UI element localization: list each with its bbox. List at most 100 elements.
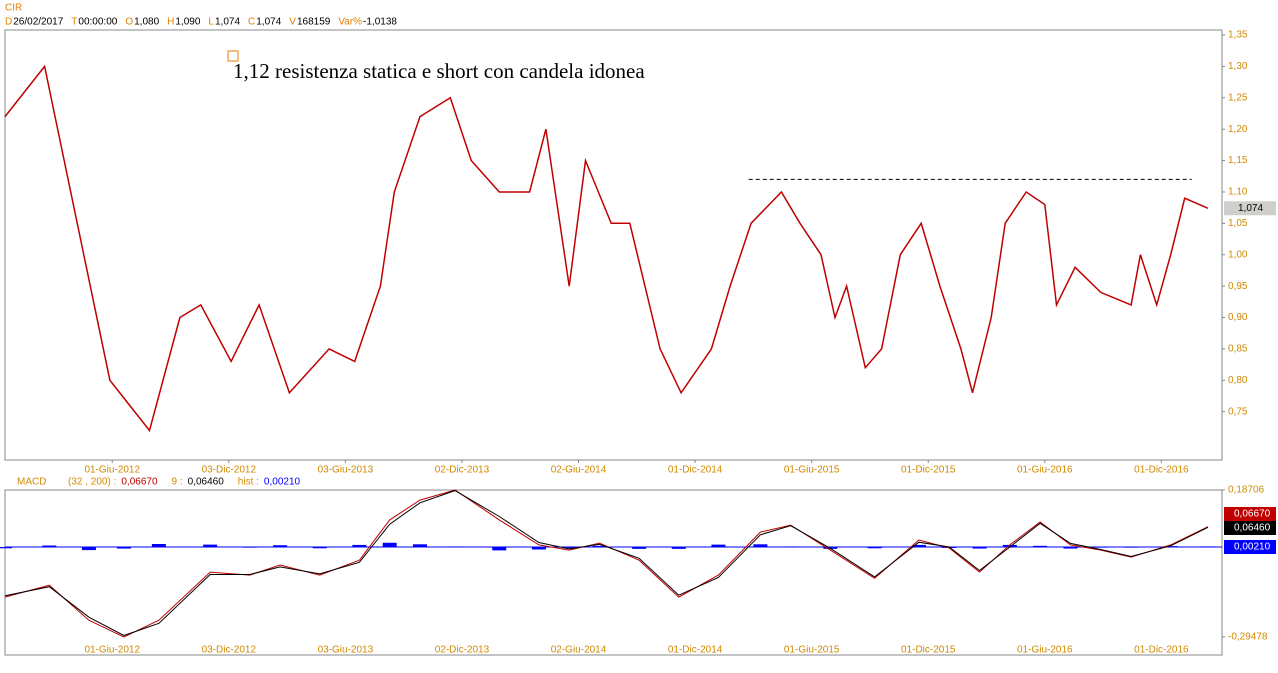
x-tick-label: 01-Giu-2015 [784, 645, 840, 656]
hist-bar [753, 544, 768, 548]
legend-value: 0,06670 [121, 477, 158, 488]
hist-bar [352, 544, 367, 548]
field-value: 1,074 [215, 17, 240, 28]
hist-bar [632, 547, 647, 549]
x-tick-label: 02-Dic-2013 [435, 645, 490, 656]
y-tick-label: 1,20 [1228, 124, 1248, 135]
annotation: 1,12 resistenza statica e short con cand… [233, 59, 645, 83]
field-key: O [125, 17, 133, 28]
legend-value: 0,00210 [264, 477, 301, 488]
y-tick-label: 0,85 [1228, 344, 1248, 355]
field-value: 168159 [297, 17, 331, 28]
x-tick-label: 02-Dic-2013 [435, 465, 490, 476]
hist-bar [1201, 546, 1216, 548]
field-key: Var% [338, 17, 362, 28]
field-value: 1,080 [134, 17, 159, 28]
hist-bar [116, 547, 131, 549]
hist-bar [562, 547, 577, 549]
x-tick-label: 02-Giu-2014 [551, 645, 607, 656]
field-value: 1,090 [175, 17, 200, 28]
hist-bar [1093, 547, 1108, 548]
legend-value: 0,06460 [188, 477, 225, 488]
field-value: 00:00:00 [78, 17, 117, 28]
last-value-box [1224, 507, 1276, 521]
y-tick-label: 1,05 [1228, 218, 1248, 229]
hist-bar [711, 544, 726, 548]
price-panel [4, 29, 1223, 461]
x-tick-label: 01-Giu-2012 [84, 645, 140, 656]
y-tick-label: 1,10 [1228, 187, 1248, 198]
last-value-label: 0,06670 [1234, 509, 1271, 520]
signal-line [4, 490, 1209, 637]
y-tick-label: 0,75 [1228, 406, 1248, 417]
y-tick-label: 1,00 [1228, 249, 1248, 260]
hist-bar [911, 544, 926, 548]
y-tick-label: -0,29478 [1228, 632, 1268, 643]
field-key: H [167, 17, 174, 28]
x-tick-label: 01-Giu-2016 [1017, 465, 1073, 476]
hist-bar [412, 544, 427, 548]
hist-bar [151, 543, 166, 548]
last-value-label: 0,00210 [1234, 542, 1271, 553]
x-tick-label: 01-Dic-2015 [901, 645, 956, 656]
field-key: V [289, 17, 296, 28]
y-tick-label: 0,90 [1228, 312, 1248, 323]
last-price-box [1224, 201, 1276, 216]
last-price-label: 1,074 [1238, 203, 1263, 214]
legend-name: 9 : [172, 477, 183, 488]
legend-name: hist : [238, 477, 259, 488]
hist-bar [1033, 545, 1048, 548]
hist-bar [273, 545, 288, 548]
hist-bar [1124, 547, 1139, 548]
last-value-box [1224, 540, 1276, 554]
hist-bar [0, 547, 12, 549]
y-tick-label: 1,35 [1228, 30, 1248, 41]
last-value-box [1224, 521, 1276, 535]
x-tick-label: 01-Giu-2012 [84, 465, 140, 476]
price-line [4, 64, 1209, 433]
x-tick-label: 03-Dic-2012 [202, 645, 257, 656]
legend-title: MACD [17, 477, 46, 488]
hist-bar [972, 547, 987, 549]
hist-bar [42, 545, 57, 548]
hist-bar [671, 547, 686, 549]
x-tick-label: 03-Dic-2012 [202, 465, 257, 476]
field-value: 26/02/2017 [13, 17, 63, 28]
hist-bar [447, 546, 462, 548]
x-tick-label: 01-Giu-2015 [784, 465, 840, 476]
field-key: T [71, 17, 77, 28]
y-tick-label: 1,15 [1228, 155, 1248, 166]
legend-name: (32 , 200) : [68, 477, 116, 488]
x-tick-label: 01-Dic-2016 [1134, 645, 1189, 656]
y-tick-label: 0,95 [1228, 281, 1248, 292]
macd-panel [4, 489, 1223, 656]
field-value: -1,0138 [363, 17, 397, 28]
hist-bar [492, 547, 507, 551]
last-value-label: 0,06460 [1234, 523, 1271, 534]
macd-line [4, 489, 1209, 638]
hist-bar [81, 547, 96, 551]
hist-bar [783, 546, 798, 548]
hist-bar [867, 547, 882, 549]
hist-bar [312, 547, 327, 549]
y-tick-label: 0,18706 [1228, 485, 1265, 496]
x-tick-label: 01-Dic-2015 [901, 465, 956, 476]
y-tick-label: 1,25 [1228, 92, 1248, 103]
hist-bar [531, 547, 546, 550]
x-tick-label: 01-Dic-2014 [668, 465, 723, 476]
annotation-marker [227, 50, 239, 62]
hist-bar [242, 547, 257, 548]
x-tick-label: 01-Dic-2014 [668, 645, 723, 656]
hist-bar [203, 544, 218, 548]
hist-bar [1163, 546, 1178, 548]
x-tick-label: 01-Giu-2016 [1017, 645, 1073, 656]
y-tick-label: 0,80 [1228, 375, 1248, 386]
field-key: C [248, 17, 255, 28]
hist-bar [382, 542, 397, 548]
x-tick-label: 02-Giu-2014 [551, 465, 607, 476]
field-key: L [208, 17, 214, 28]
hist-bar [592, 545, 607, 548]
hist-bar [1002, 544, 1017, 548]
field-value: 1,074 [256, 17, 281, 28]
